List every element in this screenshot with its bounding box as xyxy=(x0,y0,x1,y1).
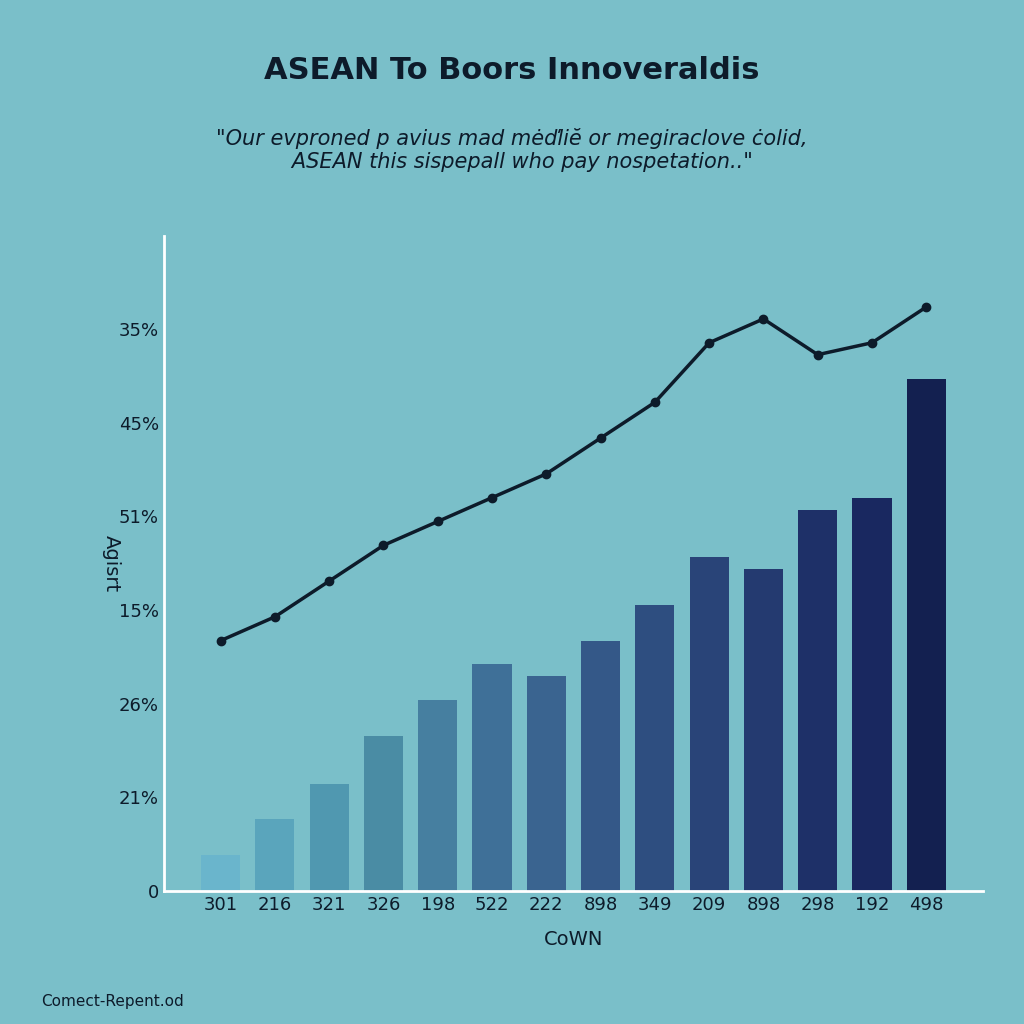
Bar xyxy=(689,557,729,891)
Bar xyxy=(635,605,675,891)
Bar xyxy=(798,510,838,891)
Bar xyxy=(255,819,295,891)
Bar xyxy=(472,665,512,891)
Text: Comect-Repent.od: Comect-Repent.od xyxy=(41,993,183,1009)
Text: ASEAN To Boors Innoveraldis: ASEAN To Boors Innoveraldis xyxy=(264,56,760,85)
Bar xyxy=(906,379,946,891)
Bar xyxy=(418,700,458,891)
X-axis label: CoWN: CoWN xyxy=(544,931,603,949)
Bar xyxy=(309,783,349,891)
Bar xyxy=(743,569,783,891)
Bar xyxy=(581,641,621,891)
Bar xyxy=(364,736,403,891)
Y-axis label: Agisrt: Agisrt xyxy=(102,535,121,592)
Bar xyxy=(201,855,241,891)
Bar xyxy=(526,677,566,891)
Text: "Our evproned p avius mad mėďliĕ or megiraclove ċolid,
   ASEAN this sispepall w: "Our evproned p avius mad mėďliĕ or megi… xyxy=(216,128,808,172)
Bar xyxy=(852,498,892,891)
